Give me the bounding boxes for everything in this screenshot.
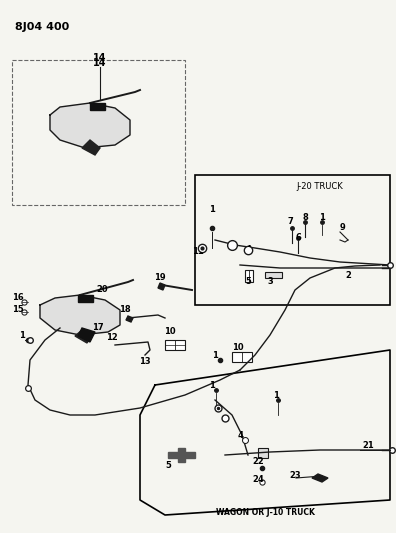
Text: J-20 TRUCK: J-20 TRUCK — [297, 182, 343, 191]
Text: 13: 13 — [139, 358, 151, 367]
Text: 19: 19 — [154, 273, 166, 282]
Polygon shape — [158, 283, 165, 290]
Text: 23: 23 — [289, 471, 301, 480]
Polygon shape — [82, 140, 100, 155]
Text: 16: 16 — [12, 294, 24, 303]
Bar — [165, 340, 185, 350]
Bar — [258, 448, 268, 458]
Polygon shape — [312, 474, 328, 482]
Text: 1: 1 — [209, 206, 215, 214]
Text: 3: 3 — [267, 278, 273, 287]
Text: 5: 5 — [165, 461, 171, 470]
Polygon shape — [78, 295, 93, 302]
Bar — [195, 175, 390, 305]
Text: 22: 22 — [252, 457, 264, 466]
Text: 1: 1 — [273, 391, 279, 400]
Text: 1: 1 — [212, 351, 218, 359]
Polygon shape — [178, 448, 185, 462]
Bar — [232, 352, 252, 362]
Text: 1: 1 — [209, 381, 215, 390]
Polygon shape — [126, 316, 133, 322]
Text: WAGON OR J-10 TRUCK: WAGON OR J-10 TRUCK — [215, 508, 314, 517]
Polygon shape — [75, 330, 92, 343]
Polygon shape — [40, 295, 120, 335]
Text: 7: 7 — [287, 217, 293, 227]
Polygon shape — [90, 103, 105, 110]
Bar — [245, 270, 253, 282]
Bar — [12, 60, 185, 205]
Text: 18: 18 — [119, 305, 131, 314]
Bar — [265, 272, 282, 278]
Text: 4: 4 — [245, 246, 251, 254]
Polygon shape — [50, 103, 130, 148]
Polygon shape — [78, 328, 95, 342]
Text: 12: 12 — [106, 334, 118, 343]
Text: 6: 6 — [295, 233, 301, 243]
Text: 1: 1 — [19, 330, 25, 340]
Text: 2: 2 — [345, 271, 351, 279]
Text: 1: 1 — [319, 214, 325, 222]
Text: 9: 9 — [339, 223, 345, 232]
Text: 10: 10 — [164, 327, 176, 336]
Text: 14: 14 — [93, 58, 107, 68]
Text: 24: 24 — [252, 475, 264, 484]
Text: 20: 20 — [96, 286, 108, 295]
Text: 15: 15 — [12, 305, 24, 314]
Text: 5: 5 — [245, 278, 251, 287]
Text: 21: 21 — [362, 440, 374, 449]
Text: 8J04 400: 8J04 400 — [15, 22, 69, 32]
Polygon shape — [168, 452, 195, 458]
Text: 10: 10 — [232, 343, 244, 352]
Text: 8: 8 — [302, 214, 308, 222]
Text: 17: 17 — [92, 324, 104, 333]
Text: 11: 11 — [192, 247, 204, 256]
Text: 14: 14 — [93, 53, 107, 63]
Text: 4: 4 — [237, 431, 243, 440]
